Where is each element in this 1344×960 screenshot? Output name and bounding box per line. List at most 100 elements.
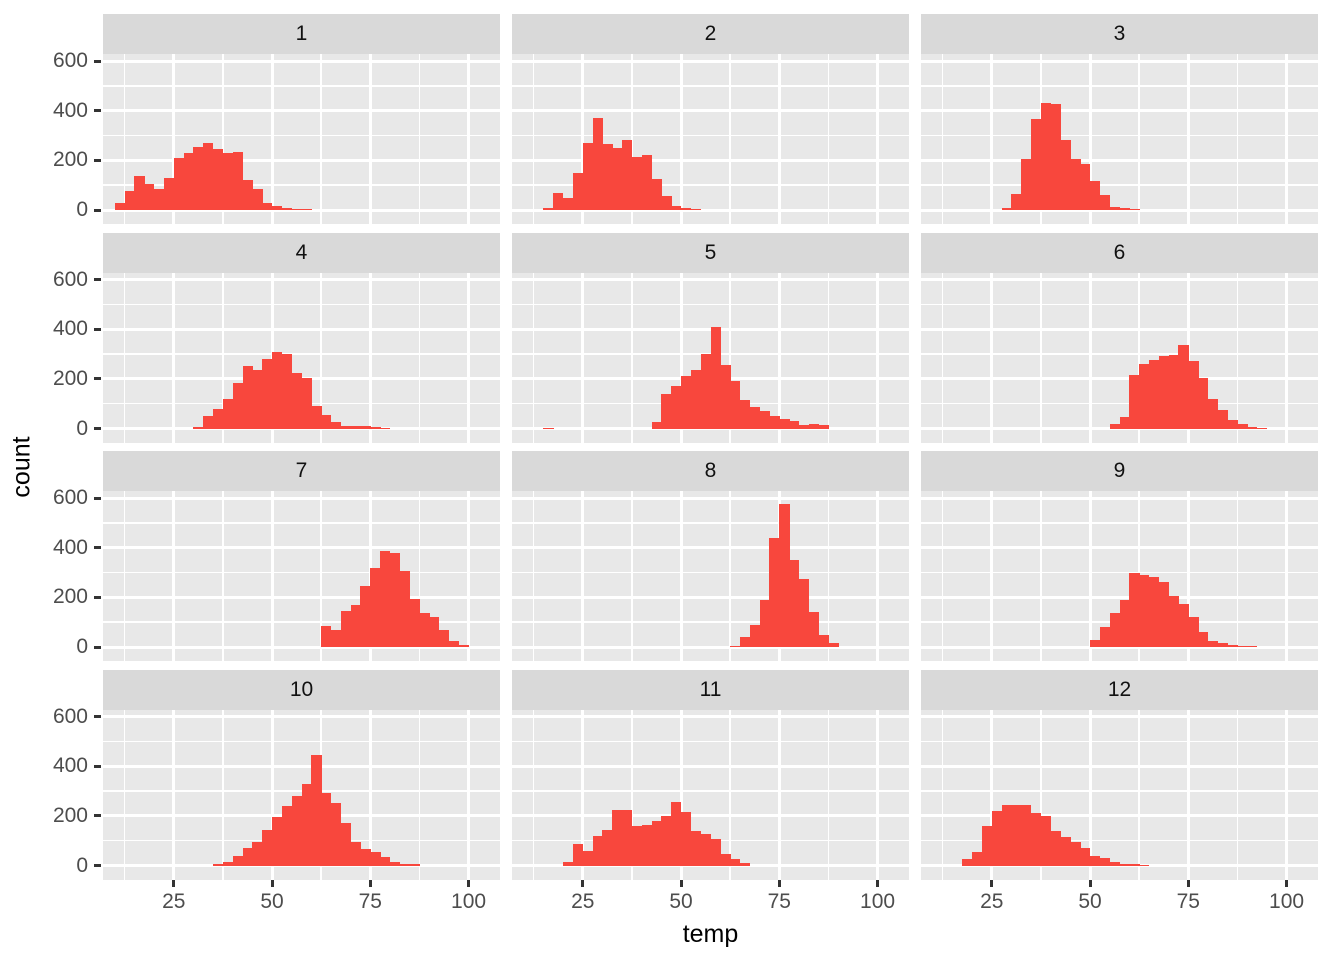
x-tick-label: 25	[571, 889, 595, 913]
gridline-vertical	[876, 54, 880, 224]
facet-strip: 12	[921, 669, 1318, 710]
facet-panel	[921, 54, 1318, 224]
y-tick-label: 400	[52, 317, 88, 341]
histogram-bar	[222, 152, 234, 210]
gridline-horizontal	[103, 158, 500, 162]
histogram-bar	[808, 612, 819, 647]
gridline-vertical	[777, 709, 781, 880]
histogram-bar	[553, 192, 564, 210]
histogram-bar	[671, 206, 682, 210]
gridline-vertical	[631, 54, 633, 224]
facet-strip-label: 9	[1113, 459, 1126, 482]
histogram-bar	[154, 188, 165, 210]
x-tick-mark	[679, 879, 683, 887]
gridline-vertical	[1088, 54, 1092, 224]
gridline-horizontal	[921, 740, 1318, 743]
histogram-bar	[1070, 841, 1081, 866]
histogram-bar	[370, 851, 381, 866]
histogram-bar	[1021, 804, 1032, 866]
facet-strip-label: 2	[704, 22, 717, 45]
gridline-horizontal	[921, 184, 1318, 186]
histogram-bar	[222, 398, 234, 429]
histogram-bar	[661, 815, 672, 866]
histogram-bar	[582, 142, 593, 210]
histogram-bar	[1109, 861, 1120, 866]
histogram-bar	[330, 629, 342, 647]
histogram-bar	[252, 841, 263, 866]
x-tick-label: 25	[162, 889, 186, 913]
histogram-bar	[1148, 360, 1160, 429]
histogram-bar	[690, 830, 702, 866]
histogram-bar	[311, 406, 322, 429]
facet-panel	[103, 272, 500, 443]
gridline-horizontal	[103, 208, 500, 212]
gridline-horizontal	[103, 353, 500, 355]
x-tick-label: 100	[860, 889, 896, 913]
histogram-bar	[720, 365, 731, 429]
histogram-bar	[1011, 193, 1022, 210]
histogram-bar	[1158, 356, 1170, 429]
histogram-bar	[661, 196, 672, 210]
histogram-bar	[651, 178, 662, 210]
gridline-vertical	[467, 709, 471, 880]
y-tick-label: 200	[52, 803, 88, 827]
gridline-horizontal	[921, 59, 1318, 63]
histogram-bar	[563, 197, 574, 210]
facet-strip: 11	[512, 669, 909, 710]
gridline-horizontal	[103, 327, 500, 331]
gridline-horizontal	[103, 278, 500, 281]
histogram-bar	[1080, 848, 1091, 866]
gridline-vertical	[1285, 709, 1289, 880]
gridline-horizontal	[921, 427, 1318, 430]
x-axis-title: temp	[682, 920, 739, 948]
gridline-horizontal	[512, 109, 909, 113]
histogram-bar	[681, 376, 692, 429]
histogram-bar	[710, 839, 721, 866]
histogram-bar	[1099, 858, 1111, 866]
gridline-horizontal	[512, 303, 909, 306]
histogram-bar	[330, 421, 342, 429]
gridline-horizontal	[512, 184, 909, 186]
x-tick-label: 50	[669, 889, 693, 913]
histogram-bar	[1031, 119, 1042, 210]
histogram-bar	[399, 863, 410, 866]
histogram-bar	[972, 851, 983, 866]
histogram-bar	[1237, 645, 1248, 647]
histogram-bar	[183, 152, 194, 210]
gridline-horizontal	[512, 496, 909, 500]
histogram-bar	[592, 835, 603, 866]
gridline-vertical	[467, 54, 471, 224]
gridline-vertical	[876, 272, 880, 443]
gridline-vertical	[222, 272, 224, 443]
histogram-bar	[690, 370, 702, 429]
gridline-horizontal	[512, 621, 909, 623]
histogram-bar	[1031, 813, 1042, 866]
histogram-bar	[1207, 640, 1219, 647]
gridline-horizontal	[921, 814, 1318, 818]
y-tick-label: 200	[52, 585, 88, 609]
y-tick-label: 600	[52, 267, 88, 291]
gridline-vertical	[123, 54, 126, 224]
y-tick-mark	[94, 595, 101, 599]
histogram-bar	[389, 861, 401, 866]
gridline-horizontal	[103, 715, 500, 718]
gridline-vertical	[172, 491, 176, 661]
histogram-bar	[1119, 208, 1130, 210]
gridline-vertical	[320, 54, 322, 224]
gridline-horizontal	[512, 571, 909, 574]
histogram-bar	[439, 629, 450, 647]
histogram-bar	[622, 810, 633, 866]
histogram-bar	[769, 537, 780, 647]
histogram-bar	[1090, 639, 1101, 647]
gridline-vertical	[222, 709, 224, 880]
histogram-bar	[730, 645, 741, 647]
gridline-vertical	[1088, 709, 1092, 880]
histogram-bar	[1198, 632, 1209, 647]
gridline-vertical	[1285, 272, 1289, 443]
gridline-horizontal	[921, 278, 1318, 281]
facet-strip-label: 6	[1113, 240, 1126, 264]
gridline-vertical	[1040, 709, 1042, 880]
histogram-bar	[641, 824, 652, 866]
y-tick-label: 0	[76, 853, 88, 877]
gridline-vertical	[1138, 709, 1140, 880]
